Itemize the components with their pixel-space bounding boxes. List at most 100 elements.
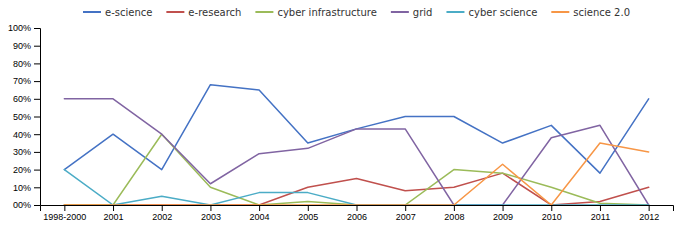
x-tick-label: 2011 xyxy=(591,212,610,222)
x-tick-mark xyxy=(210,205,211,211)
plot: 1998-2000 2001 2002 2003 2004 2005 2006 2007 200… xyxy=(8,23,674,222)
legend-item: cyber science xyxy=(446,7,537,18)
x-tick-label: 2005 xyxy=(298,212,318,222)
y-tick: 90% xyxy=(13,41,40,51)
x-tick: 2005 xyxy=(298,205,318,222)
series-line xyxy=(64,173,648,205)
x-axis: 1998-2000 2001 2002 2003 2004 2005 2006 2007 200… xyxy=(41,205,674,222)
x-tick-label: 2008 xyxy=(444,212,464,222)
y-tick-label: 70% xyxy=(13,76,31,86)
x-tick: 2008 xyxy=(444,205,464,222)
y-tick: 80% xyxy=(13,59,40,69)
x-tick: 2010 xyxy=(542,205,562,222)
x-tick-label: 2010 xyxy=(542,212,562,222)
x-tick-label: 2007 xyxy=(396,212,416,222)
x-tick: 2003 xyxy=(201,205,221,222)
legend-item: cyber infrastructure xyxy=(255,7,376,18)
x-tick-label: 2009 xyxy=(493,212,513,222)
series-line xyxy=(64,99,648,205)
y-tick-label: 100% xyxy=(8,23,31,33)
legend-label: cyber science xyxy=(468,7,537,18)
x-tick-label: 2012 xyxy=(639,212,659,222)
lines xyxy=(64,85,648,205)
y-tick-mark xyxy=(34,187,40,188)
y-tick-mark xyxy=(34,170,40,171)
y-tick-label: 40% xyxy=(13,130,31,140)
x-tick-mark xyxy=(454,205,455,211)
y-tick-label: 10% xyxy=(13,183,31,193)
legend-label: cyber infrastructure xyxy=(277,7,376,18)
y-tick-mark xyxy=(34,63,40,64)
legend-label: science 2.0 xyxy=(573,7,630,18)
x-tick-label: 2001 xyxy=(104,212,124,222)
series-line xyxy=(64,134,648,205)
y-tick-mark xyxy=(34,134,40,135)
y-tick-label: 30% xyxy=(13,147,31,157)
y-tick: 20% xyxy=(13,165,40,175)
y-tick-mark xyxy=(34,99,40,100)
legend-swatch xyxy=(83,11,101,13)
x-tick: 2011 xyxy=(591,205,610,222)
x-tick-label: 2006 xyxy=(347,212,367,222)
legend: e-science e-research cyber infrastructure g… xyxy=(83,7,630,18)
x-tick-mark xyxy=(113,205,114,211)
x-tick-mark xyxy=(503,205,504,211)
y-tick-label: 60% xyxy=(13,94,31,104)
chart: 1998-2000 2001 2002 2003 2004 2005 2006 2007 200… xyxy=(0,0,685,227)
legend-label: e-research xyxy=(188,7,241,18)
x-tick-mark xyxy=(162,205,163,211)
x-tick: 2004 xyxy=(250,205,270,222)
legend-item: grid xyxy=(391,7,433,18)
x-tick-mark xyxy=(600,205,601,211)
legend-swatch xyxy=(446,11,464,13)
y-tick: 70% xyxy=(13,76,40,86)
x-axis-line xyxy=(41,206,674,212)
y-tick: 00% xyxy=(13,200,40,210)
x-tick-mark xyxy=(649,205,650,211)
y-tick: 30% xyxy=(13,147,40,157)
y-tick: 40% xyxy=(13,130,40,140)
y-tick: 100% xyxy=(8,23,40,33)
y-tick-mark xyxy=(34,152,40,153)
x-tick-label: 2003 xyxy=(201,212,221,222)
y-tick-mark xyxy=(34,46,40,47)
y-tick: 50% xyxy=(13,112,40,122)
series-line xyxy=(64,143,648,205)
x-tick: 2002 xyxy=(152,205,172,222)
y-tick: 10% xyxy=(13,183,40,193)
legend-swatch xyxy=(391,11,409,13)
x-tick-mark xyxy=(405,205,406,211)
x-tick: 2007 xyxy=(396,205,416,222)
y-axis: 00% 10% 20% 30% 40% 50% 60% 70% 80% 90% 100% xyxy=(8,23,41,210)
x-tick: 2012 xyxy=(639,205,659,222)
y-tick-label: 20% xyxy=(13,165,31,175)
y-tick-label: 90% xyxy=(13,41,31,51)
x-tick-mark xyxy=(357,205,358,211)
y-tick-label: 80% xyxy=(13,59,31,69)
x-tick: 2001 xyxy=(104,205,124,222)
x-tick-label: 2004 xyxy=(250,212,270,222)
legend-swatch xyxy=(255,11,273,13)
y-axis-line xyxy=(34,29,41,206)
legend-item: e-research xyxy=(166,7,241,18)
x-tick-mark xyxy=(551,205,552,211)
x-tick-label: 2002 xyxy=(152,212,172,222)
x-tick-mark xyxy=(308,205,309,211)
x-tick: 2006 xyxy=(347,205,367,222)
y-tick-label: 50% xyxy=(13,112,31,122)
y-tick-mark xyxy=(34,28,40,29)
legend-label: e-science xyxy=(105,7,152,18)
y-tick-mark xyxy=(34,205,40,206)
y-tick: 60% xyxy=(13,94,40,104)
y-tick-mark xyxy=(34,81,40,82)
legend-item: e-science xyxy=(83,7,152,18)
x-tick-label: 1998-2000 xyxy=(43,212,86,222)
x-tick-mark xyxy=(259,205,260,211)
legend-swatch xyxy=(551,11,569,13)
legend-swatch xyxy=(166,11,184,13)
x-tick: 1998-2000 xyxy=(43,205,86,222)
x-tick-mark xyxy=(64,205,65,211)
series-line xyxy=(64,170,648,205)
y-tick-label: 00% xyxy=(13,200,31,210)
legend-item: science 2.0 xyxy=(551,7,630,18)
